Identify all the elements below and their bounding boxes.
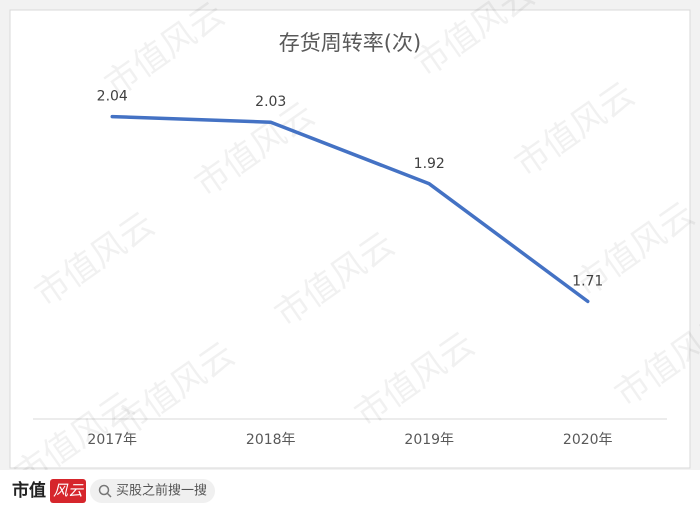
line [110,114,590,304]
x-tick-label: 2020年 [563,432,613,448]
chart-title: 存货周转率(次) [279,31,421,55]
search-icon [98,484,110,496]
data-label: 2.03 [255,94,286,110]
plot-panel [9,9,691,469]
search-icon-handle [106,492,112,498]
data-label: 1.71 [572,273,603,289]
search-box[interactable] [90,479,215,503]
data-label: 1.92 [414,156,445,172]
data-label: 2.04 [97,89,128,105]
stamp: 风云 [53,482,84,500]
x-tick-label: 2017年 [87,432,137,448]
x-tick-label: 2018年 [246,432,296,448]
x-tick-label: 2019年 [404,432,454,448]
brand: 市值 [12,480,46,501]
stamp-box [50,479,86,503]
search-text: 买股之前搜一搜 [116,483,207,499]
